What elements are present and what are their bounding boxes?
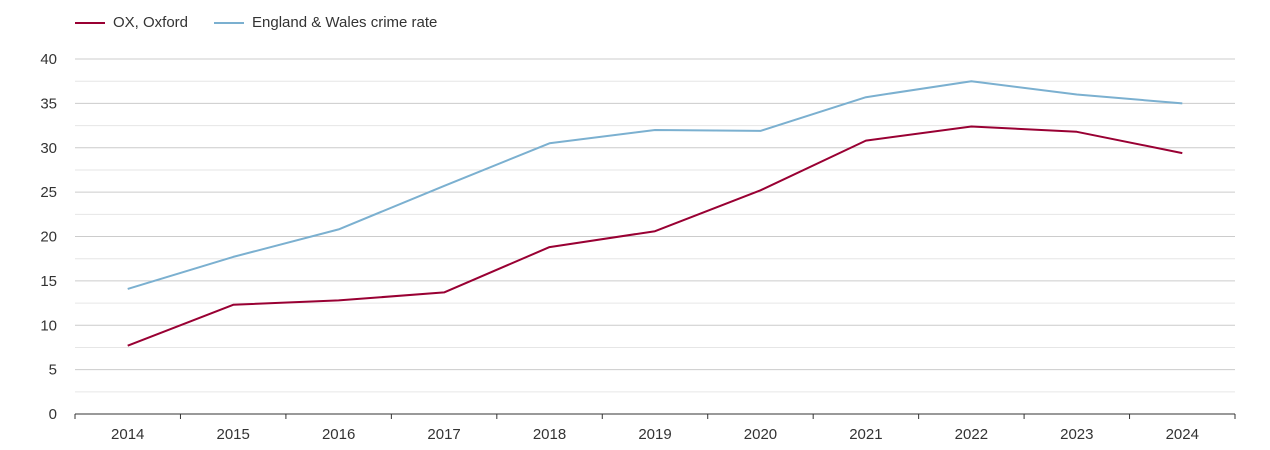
data-point-england-wales[interactable] [547, 141, 552, 146]
x-tick-label: 2023 [1060, 426, 1093, 443]
y-tick-label: 5 [49, 362, 57, 379]
data-point-england-wales[interactable] [1074, 92, 1079, 97]
x-tick-label: 2017 [427, 426, 460, 443]
data-point-england-wales[interactable] [1180, 101, 1185, 106]
data-point-oxford[interactable] [231, 302, 236, 307]
x-tick-label: 2021 [849, 426, 882, 443]
data-point-oxford[interactable] [336, 298, 341, 303]
data-point-oxford[interactable] [758, 188, 763, 193]
legend-label-england-wales: England & Wales crime rate [252, 14, 438, 31]
data-point-england-wales[interactable] [442, 183, 447, 188]
series-line-oxford [127, 125, 1183, 347]
x-tick-label: 2022 [955, 426, 988, 443]
y-tick-label: 10 [40, 317, 57, 334]
x-tick-label: 2016 [322, 426, 355, 443]
y-tick-label: 40 [40, 51, 57, 68]
data-point-england-wales[interactable] [969, 79, 974, 84]
data-point-oxford[interactable] [547, 245, 552, 250]
legend: OX, Oxford England & Wales crime rate [75, 14, 437, 31]
x-tick-label: 2024 [1166, 426, 1199, 443]
y-tick-label: 30 [40, 140, 57, 157]
y-tick-label: 15 [40, 273, 57, 290]
legend-item-oxford[interactable]: OX, Oxford [75, 14, 188, 31]
data-point-oxford[interactable] [863, 138, 868, 143]
x-tick-label: 2015 [216, 426, 249, 443]
y-tick-label: 25 [40, 184, 57, 201]
data-point-england-wales[interactable] [653, 128, 658, 133]
data-point-oxford[interactable] [1074, 129, 1079, 134]
y-tick-label: 20 [40, 229, 57, 246]
x-tick-label: 2020 [744, 426, 777, 443]
legend-label-oxford: OX, Oxford [113, 14, 189, 31]
legend-swatch-oxford [75, 21, 105, 24]
y-tick-label: 0 [49, 406, 57, 423]
data-point-england-wales[interactable] [863, 95, 868, 100]
data-point-oxford[interactable] [442, 290, 447, 295]
series-line-england-wales [127, 80, 1183, 290]
data-point-england-wales[interactable] [758, 128, 763, 133]
data-point-oxford[interactable] [969, 124, 974, 129]
x-tick-label: 2018 [533, 426, 566, 443]
data-point-oxford[interactable] [125, 343, 130, 348]
data-point-england-wales[interactable] [336, 227, 341, 232]
data-point-oxford[interactable] [1180, 151, 1185, 156]
y-tick-label: 35 [40, 95, 57, 112]
legend-item-england-wales[interactable]: England & Wales crime rate [214, 14, 437, 31]
data-point-oxford[interactable] [653, 229, 658, 234]
data-point-england-wales[interactable] [231, 254, 236, 259]
data-point-england-wales[interactable] [125, 286, 130, 291]
x-tick-label: 2014 [111, 426, 144, 443]
legend-swatch-england-wales [214, 21, 245, 24]
x-tick-label: 2019 [638, 426, 671, 443]
